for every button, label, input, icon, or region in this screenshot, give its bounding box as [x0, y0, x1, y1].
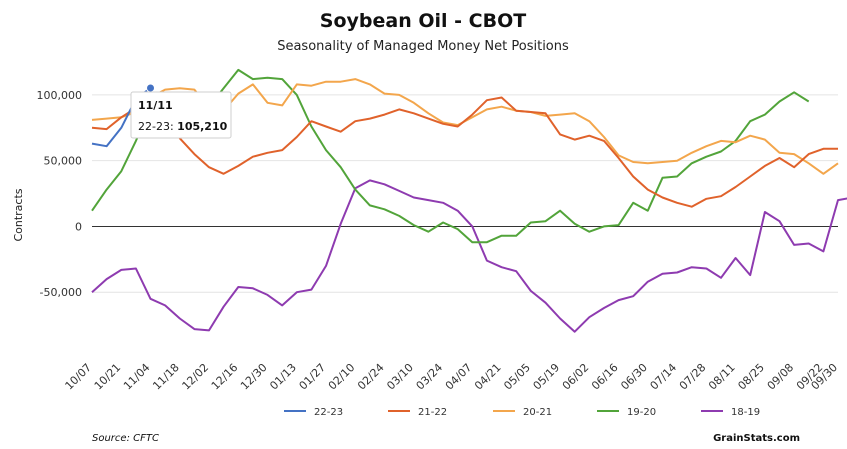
x-tick-label: 01/27 [297, 361, 329, 393]
legend-label: 22-23 [314, 407, 343, 418]
x-tick-label: 03/24 [414, 361, 446, 393]
x-tick-label: 06/30 [618, 361, 650, 393]
chart-subtitle: Seasonality of Managed Money Net Positio… [277, 39, 569, 54]
x-tick-label: 07/28 [677, 361, 709, 393]
x-tick-label: 12/02 [180, 361, 212, 393]
x-tick-label: 04/07 [443, 361, 475, 393]
x-tick-label: 12/16 [209, 361, 241, 393]
x-tick-label: 05/05 [501, 361, 533, 393]
x-tick-label: 07/14 [648, 361, 680, 393]
tooltip-series: 22-23: [138, 120, 174, 133]
x-tick-label: 06/16 [589, 361, 621, 393]
x-tick-label: 02/10 [326, 361, 358, 393]
x-tick-label: 02/24 [355, 361, 387, 393]
chart-title: Soybean Oil - CBOT [320, 10, 526, 32]
x-tick-label: 11/18 [150, 361, 182, 393]
tooltip: 11/11 22-23: 105,210 [130, 91, 232, 139]
legend-label: 20-21 [523, 407, 552, 418]
legend: 22-23 21-22 20-21 19-20 18-19 [284, 407, 760, 418]
legend-label: 18-19 [731, 407, 760, 418]
x-tick-label: 08/25 [735, 361, 767, 393]
tooltip-line: 22-23: 105,210 [138, 120, 228, 133]
x-tick-label: 06/02 [560, 361, 592, 393]
x-axis-ticks: 10/0710/2111/0411/1812/0212/1612/3001/13… [63, 361, 841, 393]
y-tick-label: 50,000 [44, 155, 83, 168]
highlight-point [146, 83, 156, 93]
y-tick-label: 0 [75, 220, 82, 233]
x-tick-label: 08/11 [706, 361, 738, 393]
series-line-21-22 [91, 96, 838, 208]
x-tick-label: 09/08 [765, 361, 797, 393]
x-tick-label: 12/30 [238, 361, 270, 393]
x-tick-label: 01/13 [267, 361, 299, 393]
brand-label: GrainStats.com [713, 433, 800, 444]
series-line-18-19 [91, 179, 847, 333]
legend-label: 21-22 [418, 407, 447, 418]
tooltip-date: 11/11 [138, 99, 173, 112]
source-label: Source: CFTC [92, 433, 159, 444]
x-tick-label: 05/19 [531, 361, 563, 393]
tooltip-box [130, 91, 232, 139]
x-tick-label: 03/10 [384, 361, 416, 393]
tooltip-value: 105,210 [177, 120, 227, 133]
x-tick-label: 10/21 [92, 361, 124, 393]
y-axis-ticks: -50,000 0 50,000 100,000 [37, 89, 83, 299]
x-tick-label: 10/07 [63, 361, 95, 393]
y-axis-label: Contracts [12, 188, 25, 241]
x-tick-label: 11/04 [121, 361, 153, 393]
legend-label: 19-20 [627, 407, 656, 418]
y-tick-label: 100,000 [37, 89, 83, 102]
x-tick-label: 04/21 [472, 361, 504, 393]
y-tick-label: -50,000 [40, 286, 82, 299]
